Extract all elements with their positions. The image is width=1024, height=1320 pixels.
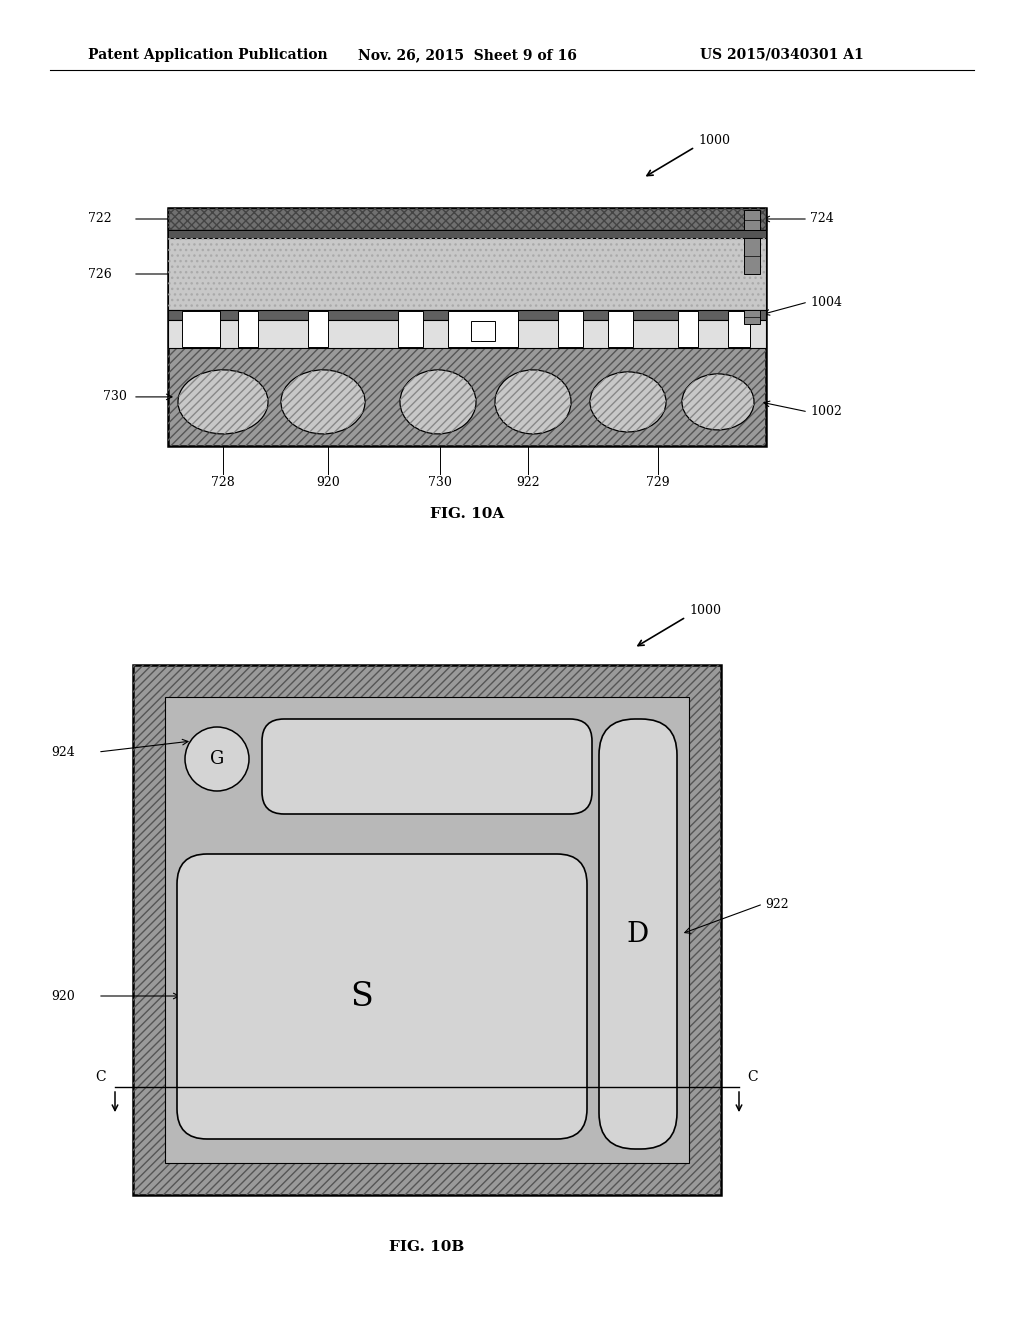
Text: 724: 724 (810, 213, 834, 226)
Bar (744, 238, 760, 275)
Text: 924: 924 (51, 746, 75, 759)
Ellipse shape (495, 370, 571, 434)
Bar (744, 210, 760, 230)
Text: Nov. 26, 2015  Sheet 9 of 16: Nov. 26, 2015 Sheet 9 of 16 (358, 48, 577, 62)
Bar (678, 312, 698, 347)
Bar (168, 209, 766, 230)
Bar (471, 321, 495, 341)
Text: Patent Application Publication: Patent Application Publication (88, 48, 328, 62)
Text: C: C (95, 1071, 106, 1084)
FancyBboxPatch shape (262, 719, 592, 814)
FancyBboxPatch shape (177, 854, 587, 1139)
Ellipse shape (185, 727, 249, 791)
Text: 729: 729 (646, 477, 670, 488)
Ellipse shape (178, 370, 268, 434)
Bar (168, 209, 766, 446)
Text: FIG. 10B: FIG. 10B (389, 1239, 465, 1254)
Text: 722: 722 (88, 213, 112, 226)
Bar (744, 310, 760, 323)
Text: D: D (627, 920, 649, 948)
Text: 1000: 1000 (698, 135, 730, 148)
Text: 730: 730 (103, 391, 127, 404)
Text: FIG. 10A: FIG. 10A (430, 507, 504, 521)
Text: 920: 920 (316, 477, 340, 488)
Bar (182, 312, 220, 347)
Text: 922: 922 (516, 477, 540, 488)
Text: 920: 920 (51, 990, 75, 1002)
Bar (168, 209, 766, 446)
Text: US 2015/0340301 A1: US 2015/0340301 A1 (700, 48, 864, 62)
Ellipse shape (590, 372, 666, 432)
Bar (558, 312, 583, 347)
Bar (168, 310, 766, 319)
Bar (168, 238, 766, 310)
Bar (168, 238, 766, 310)
Bar (449, 312, 518, 347)
Text: 730: 730 (428, 477, 452, 488)
Bar (133, 665, 721, 1195)
Bar (168, 230, 766, 238)
Text: 1000: 1000 (689, 605, 721, 618)
Text: S: S (350, 981, 373, 1012)
Bar (165, 697, 689, 1163)
Bar (398, 312, 423, 347)
Bar (608, 312, 633, 347)
Bar (168, 319, 766, 348)
Ellipse shape (682, 374, 754, 430)
FancyBboxPatch shape (599, 719, 677, 1148)
Bar (133, 665, 721, 1195)
Text: 1002: 1002 (810, 405, 842, 418)
Text: 726: 726 (88, 268, 112, 281)
Bar (308, 312, 328, 347)
Text: 728: 728 (211, 477, 234, 488)
Ellipse shape (400, 370, 476, 434)
Bar (168, 209, 766, 230)
Text: G: G (210, 750, 224, 768)
Text: 922: 922 (765, 898, 788, 911)
Ellipse shape (281, 370, 365, 434)
Text: 1004: 1004 (810, 296, 842, 309)
Bar (728, 312, 750, 347)
Text: C: C (748, 1071, 759, 1084)
Bar (238, 312, 258, 347)
